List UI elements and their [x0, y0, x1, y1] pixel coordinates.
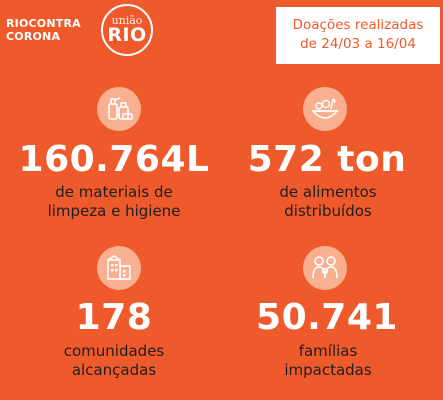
- stat-desc-communities-line-2: alcançadas: [71, 361, 157, 379]
- stat-value-cleaning: 160.764L: [18, 139, 210, 180]
- date-range-line-1: Doações realizadas: [292, 17, 424, 33]
- cleaning-supplies-icon: [97, 87, 141, 131]
- buildings-icon: [97, 246, 141, 290]
- family-icon: [303, 246, 347, 290]
- stat-desc-food-line-2: distribuídos: [284, 202, 372, 220]
- stat-desc-families-line-1: famílias: [298, 342, 358, 360]
- stat-desc-communities: comunidades alcançadas: [14, 342, 214, 380]
- uniao-rio-logo: união RIO: [101, 4, 153, 56]
- date-range-line-2: de 24/03 a 16/04: [300, 36, 416, 52]
- brand-line-2: CORONA: [6, 30, 61, 43]
- stat-desc-cleaning-line-2: limpeza e higiene: [47, 202, 181, 220]
- stat-value-families: 50.741: [256, 297, 398, 338]
- stat-value-food: 572 ton: [247, 139, 407, 180]
- date-range-box: Doações realizadas de 24/03 a 16/04: [276, 7, 440, 64]
- stat-desc-families: famílias impactadas: [228, 342, 428, 380]
- stat-desc-food: de alimentos distribuídos: [228, 183, 428, 221]
- stat-desc-cleaning: de materiais de limpeza e higiene: [14, 183, 214, 221]
- logo-top-text: união: [111, 14, 143, 27]
- stat-desc-communities-line-1: comunidades: [63, 342, 165, 360]
- stat-value-communities: 178: [75, 297, 153, 338]
- stat-desc-cleaning-line-1: de materiais de: [55, 183, 173, 201]
- logo-main-text: RIO: [107, 24, 147, 46]
- stat-desc-families-line-2: impactadas: [284, 361, 372, 379]
- food-bowl-icon: [303, 87, 347, 131]
- stat-desc-food-line-1: de alimentos: [279, 183, 377, 201]
- brand-wordmark: RIOCONTRA CORONA: [6, 17, 81, 43]
- brand-line-1: RIOCONTRA: [6, 17, 81, 30]
